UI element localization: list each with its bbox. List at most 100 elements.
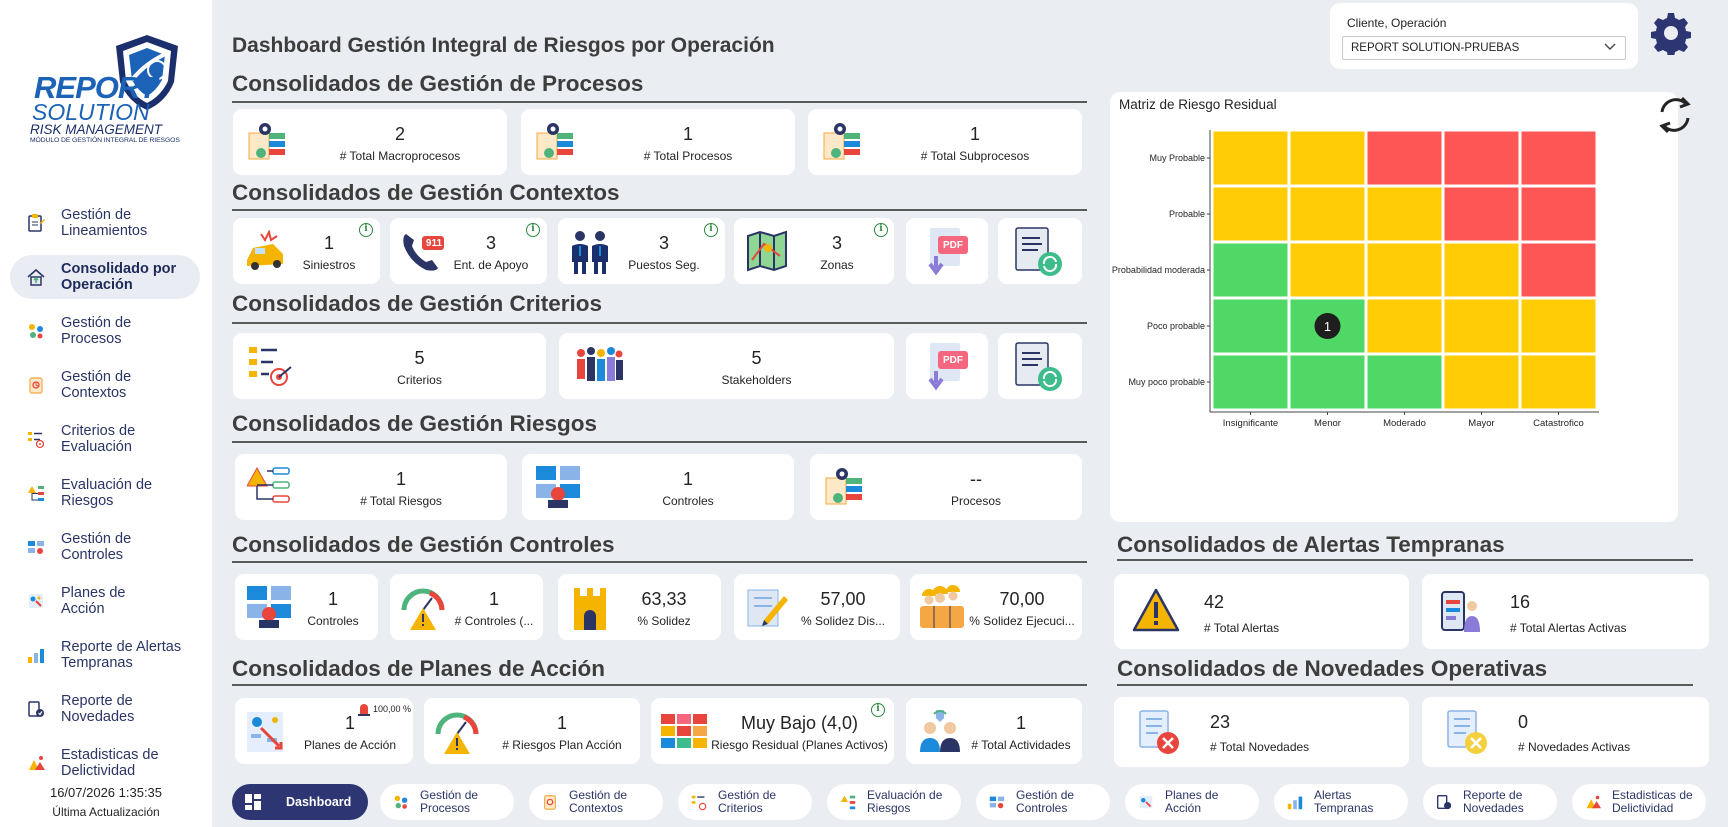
action-plan-icon [29, 594, 43, 608]
alerts-icon [28, 649, 44, 663]
risk-marker-count: 1 [1324, 319, 1331, 334]
tab-dashboard[interactable]: Dashboard [232, 784, 368, 820]
dashboard-icon [245, 794, 261, 810]
card-solidez-diseno[interactable]: 57,00 % Solidez Dis... [734, 574, 900, 640]
card-controles[interactable]: 1 Controles [235, 574, 378, 640]
y-tick-label: Muy Probable [1149, 153, 1205, 163]
document-pencil-icon [747, 589, 788, 627]
card-total-macroprocesos[interactable]: 2 # Total Macroprocesos [233, 109, 507, 175]
card-value: -- [970, 469, 982, 489]
process-docs-icon [536, 123, 573, 160]
section-divider [232, 441, 1087, 443]
card-riesgos-plan-accion[interactable]: 1 # Riesgos Plan Acción [424, 698, 640, 764]
card-solidez-ejecucion[interactable]: 70,00 % Solidez Ejecuci... [910, 574, 1082, 640]
card-value: 5 [414, 348, 425, 368]
tab-reporte-novedades[interactable]: Reporte de Novedades [1423, 784, 1557, 820]
sidebar-item-planes[interactable]: Planes de Acción [10, 574, 200, 628]
card-planes-accion[interactable]: 100,00 % 1 Planes de Acción [235, 698, 413, 764]
sidebar-item-label: Operación [61, 277, 133, 293]
context-icon [29, 377, 43, 394]
matrix-cell [1213, 355, 1288, 409]
y-tick-label: Probable [1169, 209, 1205, 219]
sidebar-item-alertas[interactable]: Reporte de Alertas Tempranas [10, 628, 200, 682]
card-total-novedades[interactable]: 23 # Total Novedades [1114, 697, 1409, 767]
sidebar-item-criterios[interactable]: Criterios de Evaluación [10, 412, 200, 466]
sidebar-item-label: Gestión de [61, 531, 132, 547]
filter-select[interactable]: REPORT SOLUTION-PRUEBAS [1342, 36, 1626, 60]
tab-gestion-controles[interactable]: Gestión de Controles [976, 784, 1110, 820]
card-alertas-activas[interactable]: 16 # Total Alertas Activas [1422, 574, 1709, 649]
sidebar-item-lineamientos[interactable]: Gestión de Lineamientos [10, 196, 200, 250]
filter-selected-value: REPORT SOLUTION-PRUEBAS [1351, 42, 1520, 54]
sidebar-item-estadisticas[interactable]: Estadisticas de Delictividad [10, 736, 200, 790]
section-title-novedades: Consolidados de Novedades Operativas [1117, 656, 1548, 681]
report-refresh-button[interactable] [998, 333, 1082, 399]
pdf-export-button[interactable]: PDF [906, 218, 988, 284]
card-total-subprocesos[interactable]: 1 # Total Subprocesos [808, 109, 1082, 175]
card-puestos-seg[interactable]: 3 Puestos Seg. i [558, 218, 725, 284]
matrix-cell [1367, 243, 1442, 297]
card-zonas[interactable]: 3 Zonas i [734, 218, 894, 284]
sidebar-item-novedades[interactable]: Reporte de Novedades [10, 682, 200, 736]
card-total-procesos[interactable]: 1 # Total Procesos [521, 109, 795, 175]
card-solidez[interactable]: 63,33 % Solidez [558, 574, 721, 640]
card-novedades-activas[interactable]: 0 # Novedades Activas [1422, 697, 1709, 767]
stakeholders-group-icon [577, 347, 623, 381]
card-label: Criterios [397, 373, 442, 387]
section-title-riesgos: Consolidados de Gestión Riesgos [232, 411, 598, 436]
info-icon[interactable]: i [874, 223, 888, 237]
card-ent-apoyo[interactable]: 911 3 Ent. de Apoyo i [390, 218, 547, 284]
tab-evaluacion-riesgos[interactable]: Evaluación de Riesgos [827, 784, 961, 820]
card-riesgo-residual-planes[interactable]: Muy Bajo (4,0) Riesgo Residual (Planes A… [651, 698, 894, 764]
section-title-procesos: Consolidados de Gestión de Procesos [232, 71, 644, 96]
gear-icon[interactable] [1649, 11, 1693, 55]
process-icon [394, 795, 408, 809]
sidebar-item-label: Riesgos [61, 493, 114, 509]
pdf-export-button[interactable]: PDF [906, 333, 988, 399]
section-divider [232, 209, 1087, 211]
section-title-alertas: Consolidados de Alertas Tempranas [1117, 532, 1505, 557]
sidebar-item-controles[interactable]: Gestión de Controles [10, 520, 200, 574]
team-activities-icon [920, 710, 960, 752]
tab-label: Dashboard [286, 794, 352, 809]
card-riesgos-procesos[interactable]: -- Procesos [810, 454, 1082, 520]
sidebar-item-contextos[interactable]: Gestión de Contextos [10, 358, 200, 412]
tab-gestion-procesos[interactable]: Gestión de Procesos [380, 784, 514, 820]
card-total-alertas[interactable]: 42 # Total Alertas [1114, 574, 1409, 649]
sidebar-item-label: Reporte de [61, 693, 133, 709]
matrix-cell [1367, 299, 1442, 353]
tab-gestion-criterios[interactable]: Gestión de Criterios [678, 784, 812, 820]
card-criterios[interactable]: 5 Criterios [233, 333, 546, 399]
sidebar-item-label: Controles [61, 547, 124, 563]
card-siniestros[interactable]: 1 Siniestros i [233, 218, 380, 284]
criteria-icon [28, 432, 45, 449]
report-solution-logo: REPORT SOLUTION RISK MANAGEMENT MÓDULO D… [26, 30, 190, 148]
control-panel-icon [536, 466, 580, 508]
sidebar-item-evaluacion[interactable]: Evaluación de Riesgos [10, 466, 200, 520]
refresh-icon[interactable] [1652, 92, 1698, 138]
tab-alertas-tempranas[interactable]: Alertas Tempranas [1274, 784, 1408, 820]
sidebar-item-label: Gestión de [61, 315, 132, 331]
info-icon[interactable]: i [359, 223, 373, 237]
card-total-riesgos[interactable]: 1 # Total Riesgos [235, 454, 507, 520]
tab-label: Procesos [420, 801, 471, 815]
last-update-time: 16/07/2026 1:35:35 [49, 785, 163, 800]
tab-estadisticas-delictividad[interactable]: Estadisticas de Delictividad [1572, 784, 1706, 820]
sidebar: REPORT SOLUTION RISK MANAGEMENT MÓDULO D… [0, 0, 212, 827]
card-stakeholders[interactable]: 5 Stakeholders [559, 333, 894, 399]
info-icon[interactable]: i [526, 223, 540, 237]
info-icon[interactable]: i [871, 703, 885, 717]
report-refresh-button[interactable] [998, 218, 1082, 284]
clipboard-icon [28, 214, 45, 232]
tab-gestion-contextos[interactable]: Gestión de Contextos [529, 784, 663, 820]
tab-planes-accion[interactable]: Planes de Acción [1125, 784, 1259, 820]
sidebar-item-label: Lineamientos [61, 223, 148, 239]
sidebar-item-consolidado[interactable]: Consolidado por Operación [10, 255, 200, 299]
card-total-actividades[interactable]: 1 # Total Actividades [906, 698, 1082, 764]
matrix-cell [1213, 299, 1288, 353]
card-riesgos-controles[interactable]: 1 Controles [522, 454, 794, 520]
info-icon[interactable]: i [704, 223, 718, 237]
page-title: Dashboard Gestión Integral de Riesgos po… [232, 34, 775, 57]
sidebar-item-procesos[interactable]: Gestión de Procesos [10, 304, 200, 358]
card-num-controles[interactable]: 1 # Controles (... [390, 574, 543, 640]
